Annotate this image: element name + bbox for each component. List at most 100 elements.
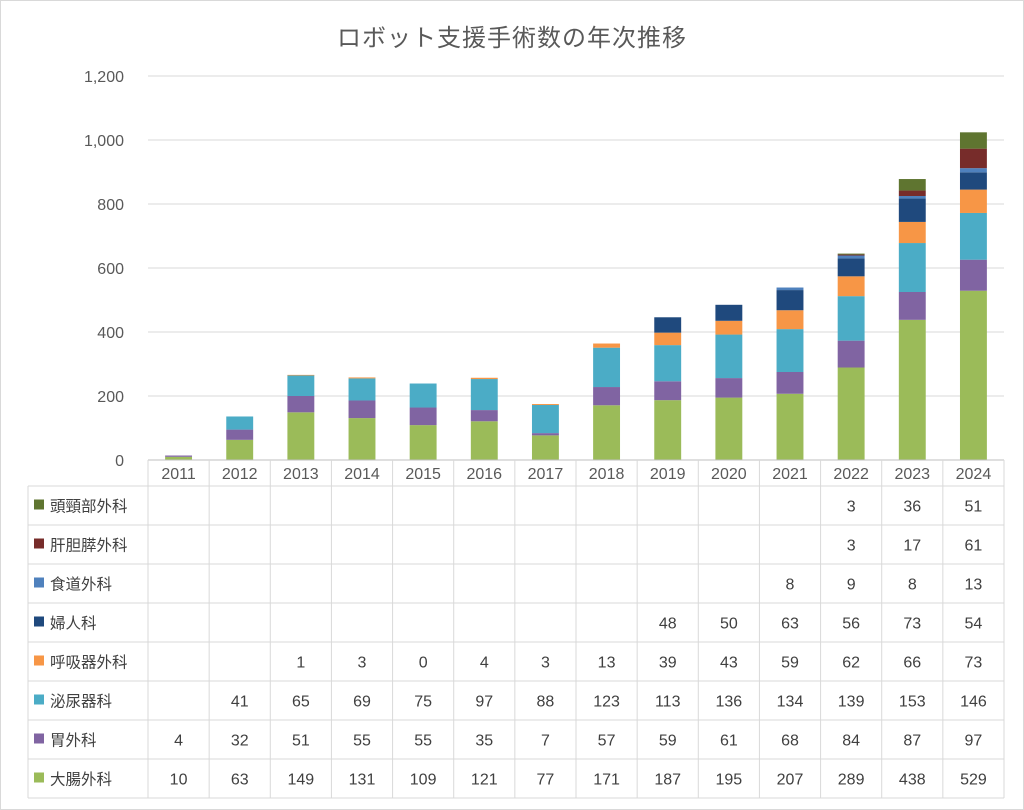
data-label: 13 [965, 577, 983, 594]
x-tick-label: 2020 [711, 466, 747, 483]
data-label: 113 [655, 694, 681, 711]
data-label: 32 [231, 733, 249, 750]
data-label: 88 [537, 694, 555, 711]
y-tick-label: 600 [97, 261, 124, 278]
data-label: 10 [170, 772, 188, 789]
x-tick-label: 2022 [833, 466, 869, 483]
data-label: 529 [960, 772, 987, 789]
bar-segment [776, 287, 804, 291]
bar-segment [959, 172, 987, 190]
data-label: 87 [903, 733, 921, 750]
data-label: 36 [903, 499, 921, 516]
data-label: 51 [292, 733, 310, 750]
data-label: 35 [475, 733, 493, 750]
bar-segment [898, 190, 926, 196]
bar-segment [715, 378, 743, 398]
data-label: 3 [847, 499, 856, 516]
bar-segment [837, 255, 865, 259]
bar-segment [226, 416, 254, 430]
y-tick-label: 1,000 [84, 133, 124, 150]
x-tick-label: 2018 [589, 466, 625, 483]
bar-segment [531, 435, 559, 460]
bar-segment [531, 404, 559, 405]
legend-label: 食道外科 [50, 576, 112, 594]
bar-segment [837, 253, 865, 255]
bar-segment [715, 334, 743, 379]
data-label: 43 [720, 655, 738, 672]
data-label: 48 [659, 616, 677, 633]
data-label: 61 [720, 733, 738, 750]
bar-segment [348, 400, 376, 419]
legend-label: 肝胆膵外科 [50, 537, 128, 555]
data-label: 66 [903, 655, 921, 672]
data-label: 136 [716, 694, 743, 711]
data-label: 97 [965, 733, 983, 750]
data-label: 195 [716, 772, 743, 789]
legend-label: 泌尿器科 [50, 693, 112, 711]
bar-segment [959, 132, 987, 149]
x-tick-label: 2021 [772, 466, 808, 483]
bar-segment [348, 377, 376, 379]
data-label: 59 [781, 655, 799, 672]
data-label: 0 [419, 655, 428, 672]
data-label: 62 [842, 655, 860, 672]
bar-segment [776, 393, 804, 460]
bar-segment [898, 221, 926, 244]
bar-segment [654, 317, 682, 333]
data-label: 55 [414, 733, 432, 750]
bar-segment [715, 397, 743, 460]
bar-segment [287, 374, 315, 376]
data-label: 57 [598, 733, 616, 750]
bar-segment [593, 387, 621, 406]
data-label: 39 [659, 655, 677, 672]
bar-segment [898, 179, 926, 191]
legend-swatch [34, 733, 44, 744]
bar-segment [959, 189, 987, 213]
bar-segment [409, 383, 437, 408]
bar-segment [959, 148, 987, 169]
legend-label: 大腸外科 [50, 771, 112, 789]
bar-segment [959, 290, 987, 460]
x-tick-label: 2012 [222, 466, 258, 483]
bar-segment [226, 439, 254, 460]
data-label: 4 [174, 733, 183, 750]
bar-segment [348, 418, 376, 460]
bar-segment [226, 429, 254, 440]
bar-segment [837, 340, 865, 368]
data-label: 187 [654, 772, 681, 789]
legend-swatch [34, 538, 44, 549]
data-label: 13 [598, 655, 616, 672]
data-label: 69 [353, 694, 371, 711]
bar-segment [470, 377, 498, 380]
chart-title: ロボット支援手術数の年次推移 [337, 24, 687, 52]
data-label: 84 [842, 733, 860, 750]
bar-segment [898, 198, 926, 222]
data-label: 3 [358, 655, 367, 672]
data-label: 50 [720, 616, 738, 633]
bar-segment [837, 258, 865, 277]
bar-segment [287, 375, 315, 396]
data-label: 139 [838, 694, 865, 711]
bar-segment [654, 345, 682, 382]
bar-segment [959, 212, 987, 260]
legend-swatch [34, 499, 44, 510]
bar-segment [715, 304, 743, 321]
data-label: 207 [777, 772, 804, 789]
bar-segment [470, 379, 498, 411]
x-tick-label: 2013 [283, 466, 319, 483]
bar-segment [470, 410, 498, 422]
data-label: 68 [781, 733, 799, 750]
x-tick-label: 2014 [344, 466, 380, 483]
bar-segment [837, 276, 865, 297]
data-label: 55 [353, 733, 371, 750]
bar-segment [531, 404, 559, 434]
bar-segment [776, 372, 804, 394]
bar-segment [165, 455, 193, 457]
data-label: 123 [593, 694, 620, 711]
legend-swatch [34, 772, 44, 783]
x-tick-label: 2023 [894, 466, 930, 483]
x-tick-label: 2016 [466, 466, 502, 483]
legend-swatch [34, 616, 44, 627]
data-label: 56 [842, 616, 860, 633]
bar-segment [409, 407, 437, 426]
